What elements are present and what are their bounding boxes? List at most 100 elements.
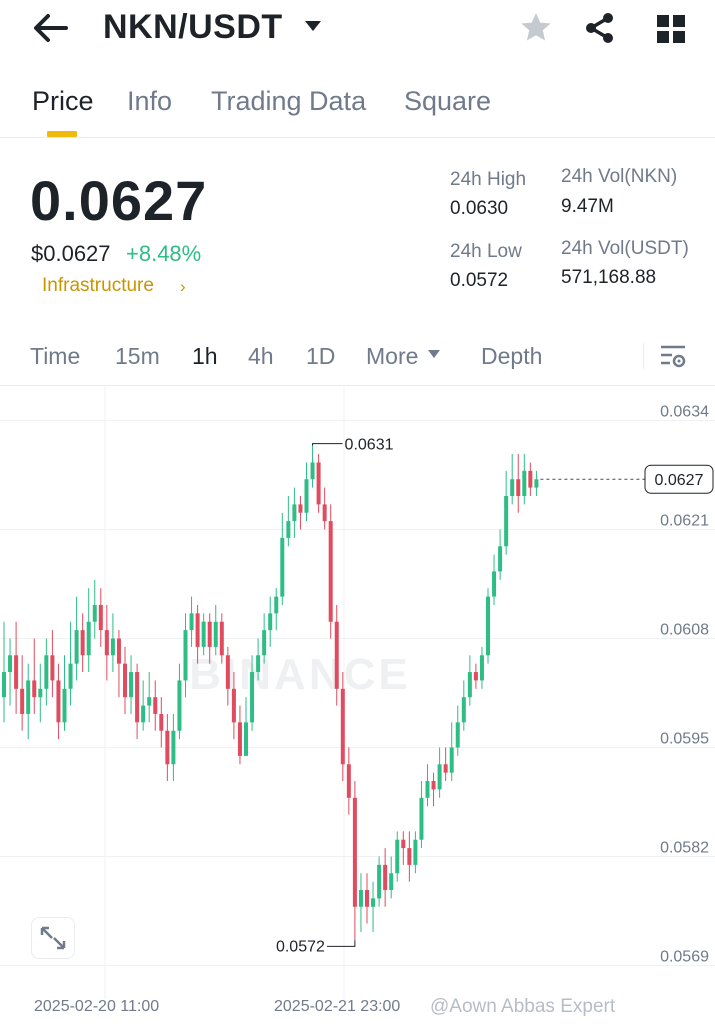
candlestick-chart[interactable]: BINANCE 0.06340.06210.06080.05950.05820.… [0,387,715,999]
candle-body [225,655,230,689]
candle-body [231,688,236,723]
candle-body [274,596,279,614]
candle-body [171,730,176,765]
candle-body [129,672,134,698]
candle-body [534,479,539,488]
candle-body [159,713,164,731]
candle-body [419,797,424,840]
depth-tab[interactable]: Depth [481,343,543,369]
candle-body [340,688,345,765]
star-icon[interactable] [518,10,554,46]
sector-link[interactable]: Infrastructure [42,275,154,296]
expand-icon [40,926,66,950]
interval-1d[interactable]: 1D [306,343,336,369]
candle-body [213,621,218,647]
low-marker-label: 0.0572 [276,938,325,955]
tab-price[interactable]: Price [32,86,94,116]
interval-15m[interactable]: 15m [115,343,160,369]
candle-body [365,890,369,907]
candle-body [461,697,466,723]
candle-body [201,621,206,647]
x-axis-label-mid: 2025-02-21 23:00 [274,998,401,1015]
candle-body [183,630,188,681]
vol-base-label: 24h Vol(NKN) [561,166,678,187]
tab-trading-data[interactable]: Trading Data [211,86,367,116]
candle-body [395,839,400,874]
candle-body [322,504,327,522]
candle-body [86,621,91,656]
pair-title[interactable]: NKN/USDT [103,8,283,46]
chevron-right-icon[interactable]: › [180,277,186,296]
candle-body [516,479,521,496]
candle-body [153,697,158,714]
y-tick-label: 0.0621 [660,513,709,530]
grid-icon[interactable] [654,12,688,46]
candle-body [443,764,448,773]
y-axis-labels: 0.0634 0.0621 0.0608 0.0595 0.0582 0.0569 [660,404,709,966]
candle-body [522,470,527,496]
candle-body [383,864,388,891]
candle-body [2,672,6,698]
last-price-tag [644,464,714,494]
candle-body [256,655,261,673]
interval-divider [643,343,644,369]
vol-quote-value: 571,168.88 [561,267,657,288]
vol-quote-label: 24h Vol(USDT) [561,238,689,259]
y-tick-label: 0.0582 [660,839,709,856]
candle-body [389,873,394,891]
tab-info[interactable]: Info [127,86,173,116]
candle-body [20,688,25,714]
more-caret-icon[interactable] [427,349,441,359]
candle-body [304,479,309,513]
low-value: 0.0572 [450,270,509,291]
candle-body [425,781,430,798]
candle-body [44,655,49,689]
candle-body [8,655,13,673]
candle-body [358,890,363,907]
candle-body [377,864,382,899]
candle-body [262,630,267,656]
high-marker-line [312,443,343,446]
candle-body [310,462,315,480]
candle-body [528,470,533,488]
candles [2,445,539,941]
candle-body [141,705,146,723]
high-label: 24h High [450,169,527,190]
interval-more[interactable]: More [366,343,419,369]
candle-body [455,722,460,748]
candle-body [237,722,242,756]
candle-body [177,680,182,731]
candle-body [165,730,170,765]
interval-bar: Time 15m 1h 4h 1D More Depth [0,330,715,386]
candle-body [498,546,503,572]
candle-body [467,672,472,698]
candle-body [401,839,406,849]
interval-4h[interactable]: 4h [248,343,274,369]
candle-body [56,680,61,723]
share-icon[interactable] [582,10,618,46]
candle-body [352,797,357,907]
candle-body [316,462,321,505]
last-price: 0.0627 [30,169,208,232]
candle-body [62,688,67,723]
candle-body [413,839,418,865]
candle-body [123,663,127,698]
tab-square[interactable]: Square [404,86,492,116]
expand-chart-button[interactable] [31,917,75,959]
tab-bar: Price Info Trading Data Square [0,80,715,138]
price-change: +8.48% [126,241,202,266]
candle-body [38,688,43,698]
chart-settings-icon[interactable] [658,342,688,372]
candle-body [280,537,285,597]
back-arrow-icon[interactable] [30,10,70,46]
top-bar: NKN/USDT [0,0,715,60]
annotations: 0.0627 0.0631 0.0572 [276,437,714,955]
interval-time[interactable]: Time [30,343,81,369]
candle-body [74,630,79,664]
caret-down-icon[interactable] [302,16,324,36]
interval-1h[interactable]: 1h [192,343,218,369]
high-marker-label: 0.0631 [345,437,394,454]
candle-body [268,613,273,631]
high-value: 0.0630 [450,198,509,219]
low-label: 24h Low [450,241,522,262]
